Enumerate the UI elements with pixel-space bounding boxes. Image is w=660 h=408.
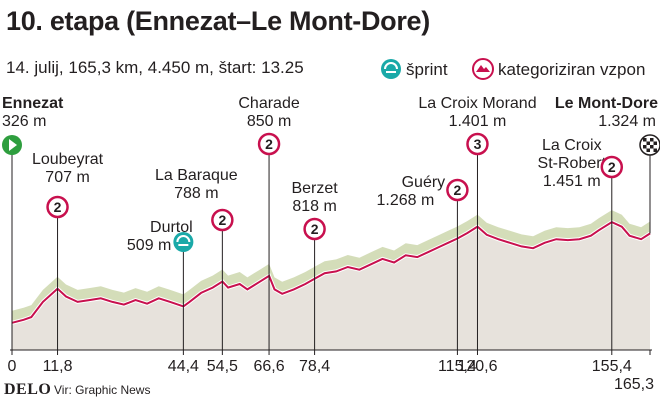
x-tick-label: 66,6 — [253, 358, 284, 375]
profile-line — [11, 220, 651, 324]
legend-sprint: šprint — [380, 58, 448, 80]
checker-square — [650, 138, 654, 142]
profile-ridge-band — [12, 210, 650, 323]
checker-square — [653, 141, 657, 145]
profile-area — [12, 222, 650, 350]
play-triangle-icon — [9, 139, 17, 151]
waypoint-name-line: St-Robert — [538, 155, 607, 172]
publisher-logo: DELO — [4, 381, 52, 398]
page-title: 10. etapa (Ennezat–Le Mont-Dore) — [6, 6, 430, 36]
waypoint-elevation: 1.324 m — [598, 113, 656, 130]
waypoint-elevation: 1.401 m — [449, 113, 507, 130]
waypoint-elevation: 1.451 m — [543, 173, 601, 190]
climb-category-badge — [466, 132, 489, 156]
waypoint-elevation: 509 m — [127, 237, 171, 254]
waypoint-elevation: 326 m — [2, 113, 46, 130]
x-tick-label: 78,4 — [299, 358, 330, 375]
x-tick-label: 120,6 — [457, 358, 497, 375]
legend-climb: kategoriziran vzpon — [472, 58, 645, 80]
climb-category: 2 — [608, 159, 616, 175]
waypoint-name: Guéry — [402, 174, 446, 191]
sprint-icon — [381, 59, 401, 79]
climb-category: 2 — [218, 212, 226, 228]
waypoint-name: Loubeyrat — [32, 151, 104, 168]
checker-square — [646, 141, 650, 145]
climb-category-badge — [446, 178, 469, 202]
climb-category: 2 — [311, 221, 319, 237]
climb-category-badge — [303, 217, 326, 241]
x-tick-label: 44,4 — [168, 358, 199, 375]
waypoint-elevation: 788 m — [174, 185, 218, 202]
climb-icon — [472, 58, 494, 80]
checker-square — [646, 148, 650, 152]
waypoint-name: Le Mont-Dore — [555, 95, 658, 112]
waypoint-elevation: 1.268 m — [376, 192, 434, 209]
x-tick-label: 0 — [8, 358, 17, 375]
checker-square — [643, 145, 647, 149]
sprint-badge-icon — [173, 232, 194, 252]
waypoint-name: La Croix Morand — [418, 95, 536, 112]
waypoint-elevation: 707 m — [45, 169, 89, 186]
sprint-badge-arc — [176, 235, 191, 243]
x-tick-label: 165,3 — [614, 376, 654, 393]
waypoint-name-line: La Croix — [542, 137, 602, 154]
climb-category: 2 — [265, 136, 273, 152]
checker-square — [650, 145, 654, 149]
checker-square — [643, 138, 647, 142]
waypoint-name: Durtol — [150, 219, 193, 236]
x-tick-label: 155,4 — [592, 358, 632, 375]
waypoint-name: Ennezat — [2, 95, 64, 112]
climb-category-badge — [211, 208, 234, 232]
climb-category: 2 — [54, 199, 62, 215]
waypoint-elevation: 850 m — [247, 113, 291, 130]
waypoint-name: Charade — [238, 95, 299, 112]
waypoint-name: La Baraque — [155, 167, 238, 184]
x-tick-label: 54,5 — [207, 358, 238, 375]
climb-category-badge — [46, 195, 69, 219]
climb-category-badge — [257, 132, 281, 156]
x-tick-label: 11,8 — [43, 358, 73, 375]
legend-climb-label: kategoriziran vzpon — [498, 60, 646, 79]
climb-category-badge — [600, 155, 624, 179]
x-tick-label: 115,4 — [438, 358, 477, 375]
source-credit: Vir: Graphic News — [54, 383, 151, 397]
climb-category: 2 — [454, 182, 462, 198]
waypoint-elevation: 818 m — [292, 198, 336, 215]
legend-sprint-label: šprint — [406, 60, 448, 79]
stage-info: 14. julij, 165,3 km, 4.450 m, štart: 13.… — [6, 58, 304, 77]
climb-category: 3 — [474, 136, 482, 152]
waypoint-name: Berzet — [291, 180, 338, 197]
checker-square — [653, 148, 657, 152]
